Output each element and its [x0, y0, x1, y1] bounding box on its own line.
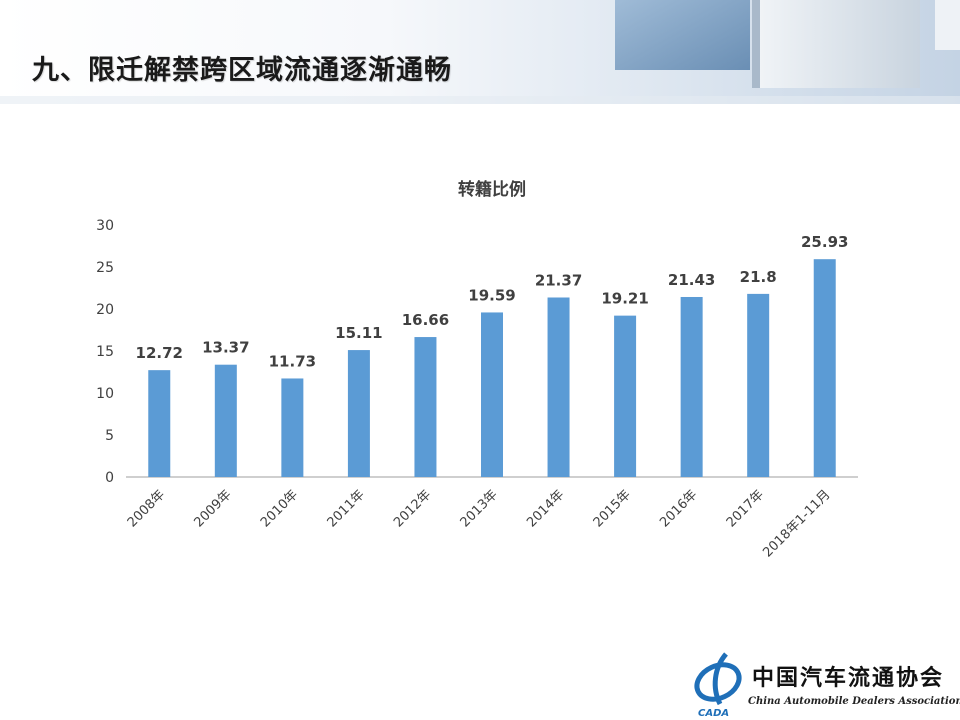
x-tick-label: 2015年 [591, 487, 634, 530]
slide-title: 九、限迁解禁跨区域流通逐渐通畅 [32, 55, 452, 86]
logo-text: CADA [698, 708, 729, 719]
x-tick-label: 2011年 [325, 487, 368, 530]
x-tick-label: 2014年 [524, 487, 567, 530]
bar [148, 370, 171, 477]
x-tick-label: 2010年 [258, 487, 301, 530]
bar [281, 378, 304, 477]
x-tick-label: 2013年 [458, 487, 501, 530]
y-tick-label: 30 [96, 218, 114, 234]
bar [747, 293, 770, 477]
bar [547, 297, 570, 477]
x-tick-label: 2017年 [724, 487, 767, 530]
slide-header: 九、限迁解禁跨区域流通逐渐通畅 [0, 0, 960, 104]
y-tick-label: 15 [96, 344, 114, 360]
bar [614, 315, 637, 477]
y-tick-label: 20 [96, 302, 114, 318]
bar [680, 296, 703, 477]
bar [214, 364, 237, 477]
header-decoration [0, 0, 960, 104]
x-tick-label: 2008年 [125, 487, 168, 530]
data-label: 19.59 [468, 286, 515, 304]
transfer-ratio-bar-chart: 转籍比例 0 5 10 15 20 25 30 12.72 2008年 13.37 2009年 11.7… [96, 179, 858, 560]
bar [813, 259, 836, 477]
bar [414, 337, 437, 477]
data-label: 15.11 [335, 324, 382, 342]
data-label: 21.43 [668, 271, 715, 289]
data-label: 25.93 [801, 233, 848, 251]
y-tick-label: 0 [105, 470, 114, 486]
chart-title: 转籍比例 [458, 179, 526, 200]
cada-logo-icon: CADA [694, 652, 742, 719]
data-label: 21.37 [535, 271, 582, 289]
x-tick-label: 2018年1-11月 [760, 487, 833, 560]
x-tick-label: 2016年 [657, 487, 700, 530]
y-tick-label: 25 [96, 260, 114, 276]
x-tick-label: 2012年 [391, 487, 434, 530]
data-label: 19.21 [601, 290, 648, 308]
y-tick-label: 5 [105, 428, 114, 444]
data-label: 13.37 [202, 339, 249, 357]
data-label: 12.72 [136, 344, 183, 362]
org-name: 中国汽车流通协会 [752, 665, 945, 691]
data-label: 11.73 [269, 352, 316, 370]
x-tick-label: 2009年 [191, 487, 234, 530]
data-label: 16.66 [402, 311, 449, 329]
footer-logo: CADA 中国汽车流通协会 China Automobile Dealers A… [690, 648, 960, 720]
bar [481, 312, 503, 477]
y-tick-label: 10 [96, 386, 114, 402]
bar [347, 350, 370, 477]
data-label: 21.8 [740, 268, 777, 286]
org-name-en: China Automobile Dealers Association [748, 696, 960, 707]
